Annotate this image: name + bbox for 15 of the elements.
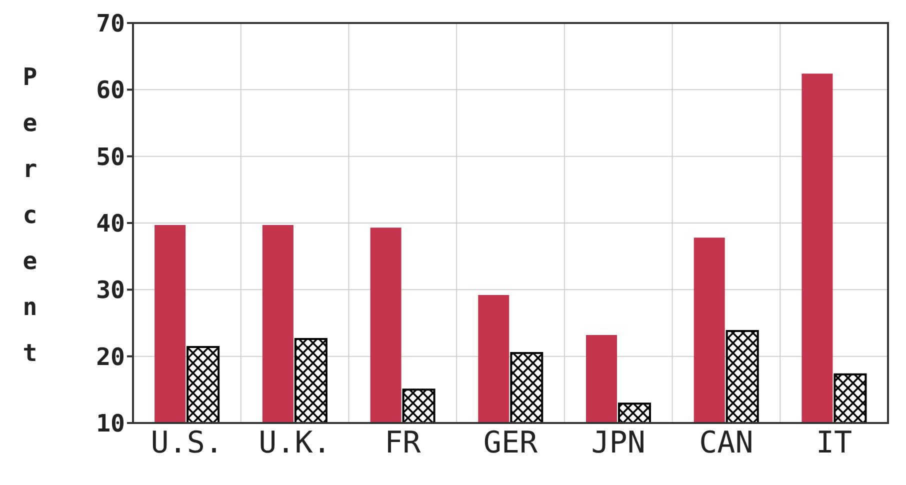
y-tick-label: 70 xyxy=(96,10,125,38)
x-tick-label: CAN xyxy=(699,425,754,460)
y-tick-label: 10 xyxy=(96,410,125,438)
x-tick-label: IT xyxy=(816,425,852,460)
y-tick-label: 60 xyxy=(96,76,125,104)
y-tick-label: 20 xyxy=(96,342,125,371)
x-tick-label: U.K. xyxy=(258,425,331,460)
y-tick-label: 40 xyxy=(96,210,125,238)
y-tick-label: 50 xyxy=(96,142,125,171)
y-tick-label: 30 xyxy=(96,276,125,304)
x-tick-label: U.S. xyxy=(150,425,224,460)
x-tick-label: GER xyxy=(483,425,539,460)
y-axis-title: Percent xyxy=(22,63,38,367)
x-tick-label: JPN xyxy=(591,425,646,460)
x-tick-label: FR xyxy=(384,425,422,460)
